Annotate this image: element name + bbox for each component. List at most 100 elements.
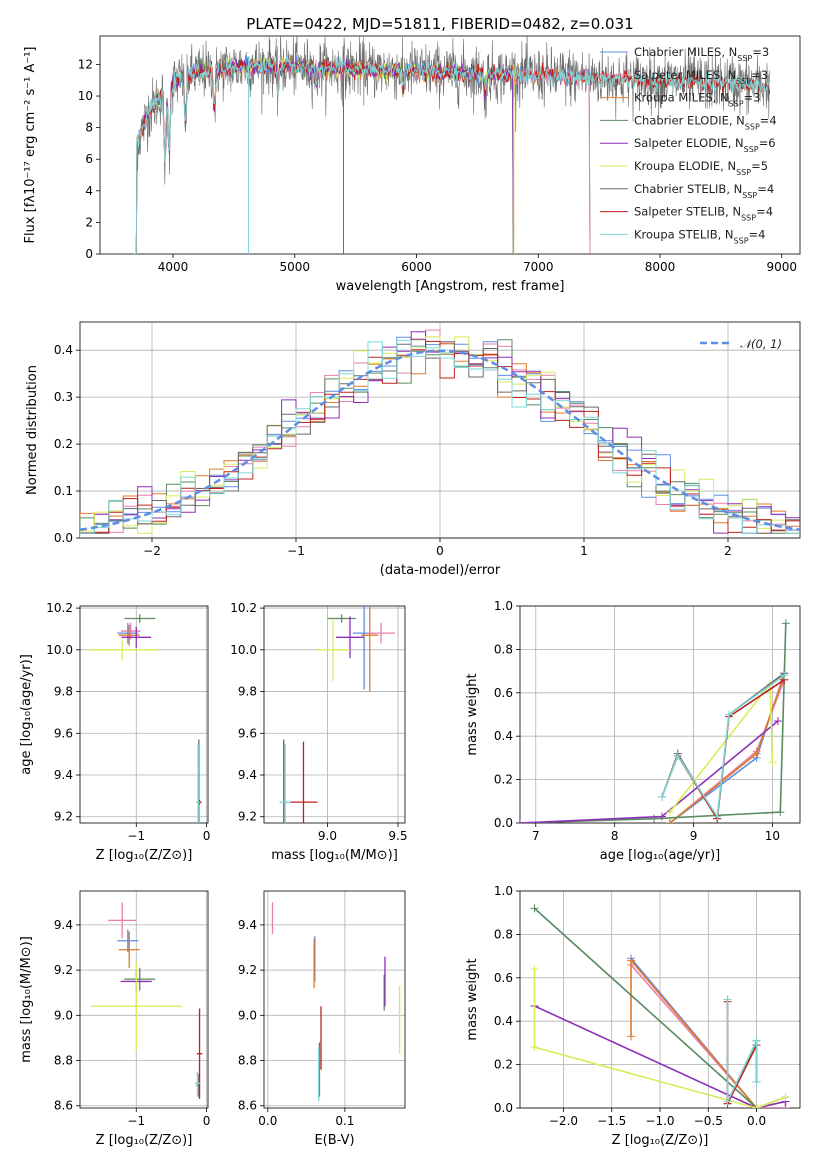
- x-tick-label: −1: [127, 1114, 145, 1128]
- y-tick-label: 9.4: [54, 768, 73, 782]
- hist-series-step: [80, 339, 800, 538]
- mass-weight-line: [669, 675, 785, 823]
- x-tick-label: 9000: [766, 260, 797, 274]
- y-tick-label: 9.4: [238, 918, 257, 932]
- x-tick-label: 0.1: [335, 1114, 354, 1128]
- y-tick-label: 9.8: [238, 685, 257, 699]
- mass-vs-EBV-frame: [263, 890, 406, 1109]
- mass-vs-EBV-errorbars: [271, 902, 401, 1102]
- mass-vs-Z-errorbars: [90, 902, 203, 1099]
- figure-title: PLATE=0422, MJD=51811, FIBERID=0482, z=0…: [246, 15, 633, 33]
- x-tick-label: −1.5: [597, 1114, 626, 1128]
- y-tick-label: 0.0: [494, 1101, 513, 1115]
- mass-vs-Z-frame: [79, 890, 209, 1109]
- x-tick-label: 9.0: [318, 829, 337, 843]
- legend-entry-label: Salpeter MILES, NSSP=3: [634, 68, 768, 86]
- y-tick-label: 0: [85, 247, 93, 261]
- y-tick-label: 12: [78, 57, 93, 71]
- mass-weight-vs-Z-axes: −2.0 −1.5 −1.0 −0.5 0.0 0.0 0.2 0.4 0.6 0.8 1.0 Z […: [465, 884, 801, 1148]
- x-tick-label: 0: [436, 544, 444, 558]
- mass-weight-line: [661, 672, 785, 822]
- mass-weight-vs-age-lines: [520, 619, 790, 823]
- y-tick-label: 0.1: [54, 484, 73, 498]
- x-tick-label: 1: [580, 544, 588, 558]
- y-tick-label: 6: [85, 152, 93, 166]
- spectrum-series-line: [134, 56, 771, 254]
- x-tick-label: 0.0: [258, 1114, 277, 1128]
- x-tick-label: 4000: [158, 260, 189, 274]
- legend-entry-label: Salpeter STELIB, NSSP=4: [634, 205, 773, 223]
- mass-weight-vs-age-frame: [519, 605, 801, 824]
- mass-vs-Z-ylabel: mass [log₁₀(M/M⊙)]: [19, 936, 34, 1063]
- mass-weight-line: [726, 1001, 758, 1105]
- spectrum-series-line: [134, 56, 514, 254]
- legend-entry-label: Kroupa ELODIE, NSSP=5: [634, 159, 768, 177]
- y-tick-label: 8.6: [238, 1099, 257, 1113]
- hist-lines: [80, 329, 800, 538]
- residuals-xlabel: (data-model)/error: [380, 563, 501, 578]
- x-tick-label: 8000: [645, 260, 676, 274]
- y-tick-label: 8.6: [54, 1099, 73, 1113]
- age-vs-mass-axes: 9.0 9.5 9.2 9.4 9.6 9.8 10.0 10.2 mass [log₁₀(M/…: [230, 601, 407, 863]
- x-tick-label: −1: [287, 544, 305, 558]
- y-tick-label: 1.0: [494, 599, 513, 613]
- x-tick-label: 0.0: [747, 1114, 766, 1128]
- legend-entry-label: Chabrier MILES, NSSP=3: [634, 45, 769, 63]
- mass-weight-line: [661, 674, 785, 819]
- mass-vs-Z-axes: −1 0 8.6 8.8 9.0 9.2 9.4 Z [log₁₀(Z/Z⊙)] mass [l…: [19, 890, 210, 1148]
- spectrum-series-line: [134, 58, 771, 254]
- y-tick-label: 0.8: [494, 927, 513, 941]
- y-tick-label: 0.0: [494, 816, 513, 830]
- spectrum-lines: [134, 36, 771, 254]
- spectrum-series-line: [134, 54, 514, 254]
- age-vs-mass-errorbars: [279, 606, 396, 823]
- y-tick-label: 9.4: [238, 768, 257, 782]
- mass-vs-Z-xlabel: Z [log₁₀(Z/Z⊙)]: [96, 1133, 193, 1148]
- y-tick-label: 0.4: [494, 729, 513, 743]
- x-tick-label: 9: [690, 829, 698, 843]
- legend-entry-label: Salpeter ELODIE, NSSP=6: [634, 136, 776, 154]
- legend-entry-label: Chabrier ELODIE, NSSP=4: [634, 113, 777, 130]
- y-tick-label: 8.8: [54, 1054, 73, 1068]
- mass-weight-line: [669, 673, 785, 823]
- age-vs-mass-frame: [263, 605, 406, 824]
- y-tick-label: 9.6: [238, 726, 257, 740]
- age-vs-Z-axes: −1 0 9.2 9.4 9.6 9.8 10.0 10.2 Z [log₁₀(Z/Z⊙)] ag…: [19, 601, 210, 863]
- x-tick-label: 6000: [401, 260, 432, 274]
- x-tick-label: 5000: [280, 260, 311, 274]
- legend-entry-label: Kroupa MILES, NSSP=3: [634, 91, 760, 109]
- y-tick-label: 0.0: [54, 531, 73, 545]
- spectrum-series-line: [134, 56, 591, 254]
- x-tick-label: 2: [724, 544, 732, 558]
- y-tick-label: 9.8: [54, 685, 73, 699]
- spectrum-axes: 4000 5000 6000 7000 8000 9000 0 2 4 6 8 10 12 wavelen…: [23, 35, 801, 294]
- y-tick-label: 9.2: [54, 810, 73, 824]
- y-tick-label: 2: [85, 215, 93, 229]
- y-tick-label: 9.2: [54, 963, 73, 977]
- y-tick-label: 0.2: [54, 437, 73, 451]
- spectrum-legend: Chabrier MILES, NSSP=3 Salpeter MILES, NS…: [600, 45, 777, 245]
- y-tick-label: 0.6: [494, 971, 513, 985]
- normal-legend-label: 𝒩(0, 1): [740, 337, 782, 351]
- y-tick-label: 0.6: [494, 686, 513, 700]
- x-tick-label: −1: [127, 829, 145, 843]
- y-tick-label: 9.4: [54, 918, 73, 932]
- mass-weight-line: [669, 679, 785, 823]
- spectrum-ylabel: Flux [fλ10⁻¹⁷ erg cm⁻² s⁻¹ A⁻¹]: [23, 47, 38, 244]
- age-vs-Z-xlabel: Z [log₁₀(Z/Z⊙)]: [96, 848, 193, 863]
- spectrum-series-line: [134, 58, 514, 254]
- mass-weight-vs-age-xlabel: age [log₁₀(age/yr)]: [600, 848, 721, 863]
- y-tick-label: 0.2: [494, 773, 513, 787]
- mass-weight-vs-Z-lines: [530, 904, 790, 1108]
- y-tick-label: 9.2: [238, 810, 257, 824]
- spectrum-series-line: [134, 55, 591, 254]
- y-tick-label: 10.2: [230, 601, 257, 615]
- y-tick-label: 4: [85, 184, 93, 198]
- mass-weight-vs-age-ylabel: mass weight: [465, 673, 480, 755]
- x-tick-label: 10: [765, 829, 780, 843]
- x-tick-label: −2.0: [549, 1114, 578, 1128]
- y-tick-label: 10: [78, 89, 93, 103]
- mass-weight-line: [534, 1005, 786, 1108]
- mass-weight-line: [726, 999, 758, 1102]
- mass-weight-line: [520, 623, 787, 823]
